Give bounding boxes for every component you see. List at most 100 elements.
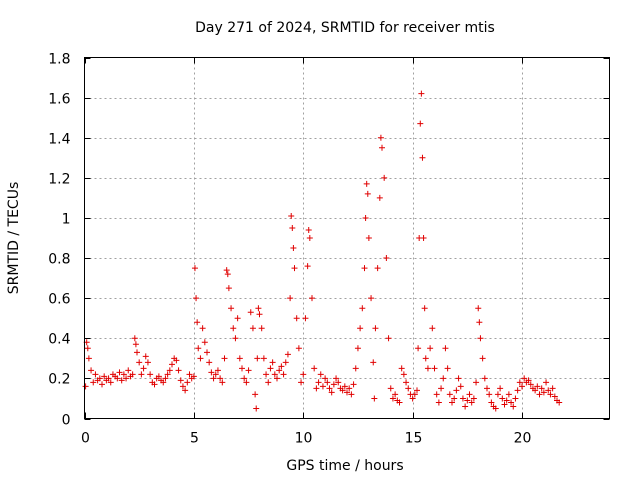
- data-point: [138, 371, 145, 378]
- data-point: [435, 399, 442, 406]
- data-point: [232, 335, 239, 342]
- data-point: [348, 391, 355, 398]
- data-point: [494, 391, 501, 398]
- data-point: [527, 381, 534, 388]
- data-point: [549, 385, 556, 392]
- data-point: [186, 371, 193, 378]
- data-point: [556, 399, 563, 406]
- data-point: [162, 375, 169, 382]
- data-point: [253, 405, 260, 412]
- y-tick-label: 0.2: [48, 372, 70, 388]
- data-point: [179, 383, 186, 390]
- data-point: [125, 367, 132, 374]
- data-point: [418, 90, 425, 97]
- data-point: [306, 235, 313, 241]
- data-point: [364, 190, 371, 197]
- data-point: [476, 319, 483, 326]
- data-point: [420, 235, 427, 241]
- data-point: [330, 381, 337, 388]
- data-point: [256, 311, 263, 318]
- data-point: [379, 144, 385, 151]
- data-point: [341, 383, 348, 390]
- data-point: [521, 375, 528, 382]
- data-point: [313, 385, 320, 392]
- data-point: [462, 403, 469, 410]
- data-point: [236, 355, 243, 362]
- data-point: [230, 325, 237, 332]
- data-point: [136, 359, 143, 366]
- data-point: [409, 395, 416, 402]
- data-point: [151, 381, 158, 388]
- data-point: [288, 212, 295, 219]
- data-point: [208, 369, 215, 376]
- data-point: [354, 345, 361, 352]
- data-point: [282, 359, 289, 366]
- data-point: [90, 379, 97, 386]
- data-point: [269, 359, 276, 366]
- data-point: [510, 403, 517, 410]
- x-tick-label: 15: [405, 431, 423, 447]
- data-point: [525, 377, 532, 384]
- data-point: [267, 365, 274, 372]
- grid-layer: [84, 57, 610, 419]
- data-point: [438, 385, 445, 392]
- data-point: [398, 365, 405, 372]
- data-point: [274, 375, 280, 382]
- data-point: [376, 194, 383, 201]
- data-point: [400, 371, 407, 378]
- data-point: [201, 339, 208, 346]
- data-point: [470, 395, 477, 402]
- data-point: [514, 387, 521, 394]
- data-point: [350, 381, 357, 388]
- data-point: [258, 325, 265, 332]
- data-point: [144, 359, 151, 366]
- data-point: [280, 371, 287, 378]
- data-point: [427, 345, 434, 352]
- data-point: [451, 395, 458, 402]
- data-point: [287, 295, 294, 302]
- data-point: [371, 395, 378, 402]
- x-tick-label: 20: [514, 431, 532, 447]
- data-point: [260, 355, 267, 362]
- data-point: [252, 391, 259, 398]
- data-point: [214, 367, 221, 374]
- data-point: [551, 393, 558, 400]
- data-point: [449, 399, 455, 406]
- data-point: [263, 371, 270, 378]
- y-tick-label: 1: [62, 212, 71, 228]
- data-point: [184, 379, 191, 386]
- data-point: [85, 355, 92, 362]
- y-tick-label: 1.2: [48, 172, 70, 188]
- data-point: [326, 385, 333, 392]
- data-point: [468, 399, 475, 406]
- data-point: [466, 391, 473, 398]
- data-point: [239, 365, 245, 372]
- data-point: [293, 315, 300, 322]
- data-point: [317, 371, 324, 378]
- data-point: [540, 389, 547, 396]
- x-tick-label: 10: [295, 431, 313, 447]
- data-point: [365, 235, 372, 241]
- data-point: [315, 379, 322, 386]
- data-point: [228, 305, 235, 312]
- data-point: [492, 405, 499, 412]
- data-point: [339, 387, 346, 394]
- data-point: [459, 395, 466, 402]
- y-tick-label: 0.4: [48, 332, 70, 348]
- data-point: [295, 345, 302, 352]
- data-point: [372, 325, 379, 332]
- data-point: [383, 255, 390, 262]
- data-point: [243, 379, 250, 386]
- data-point: [477, 335, 484, 342]
- data-point: [457, 383, 464, 390]
- data-point: [197, 355, 204, 362]
- data-point: [545, 387, 552, 394]
- data-point: [431, 365, 438, 372]
- data-point: [118, 377, 125, 384]
- data-point: [99, 381, 105, 388]
- data-point: [503, 397, 510, 404]
- data-point: [440, 375, 447, 382]
- data-point: [204, 349, 210, 356]
- x-tick-label: 0: [81, 431, 90, 447]
- data-point: [123, 375, 130, 382]
